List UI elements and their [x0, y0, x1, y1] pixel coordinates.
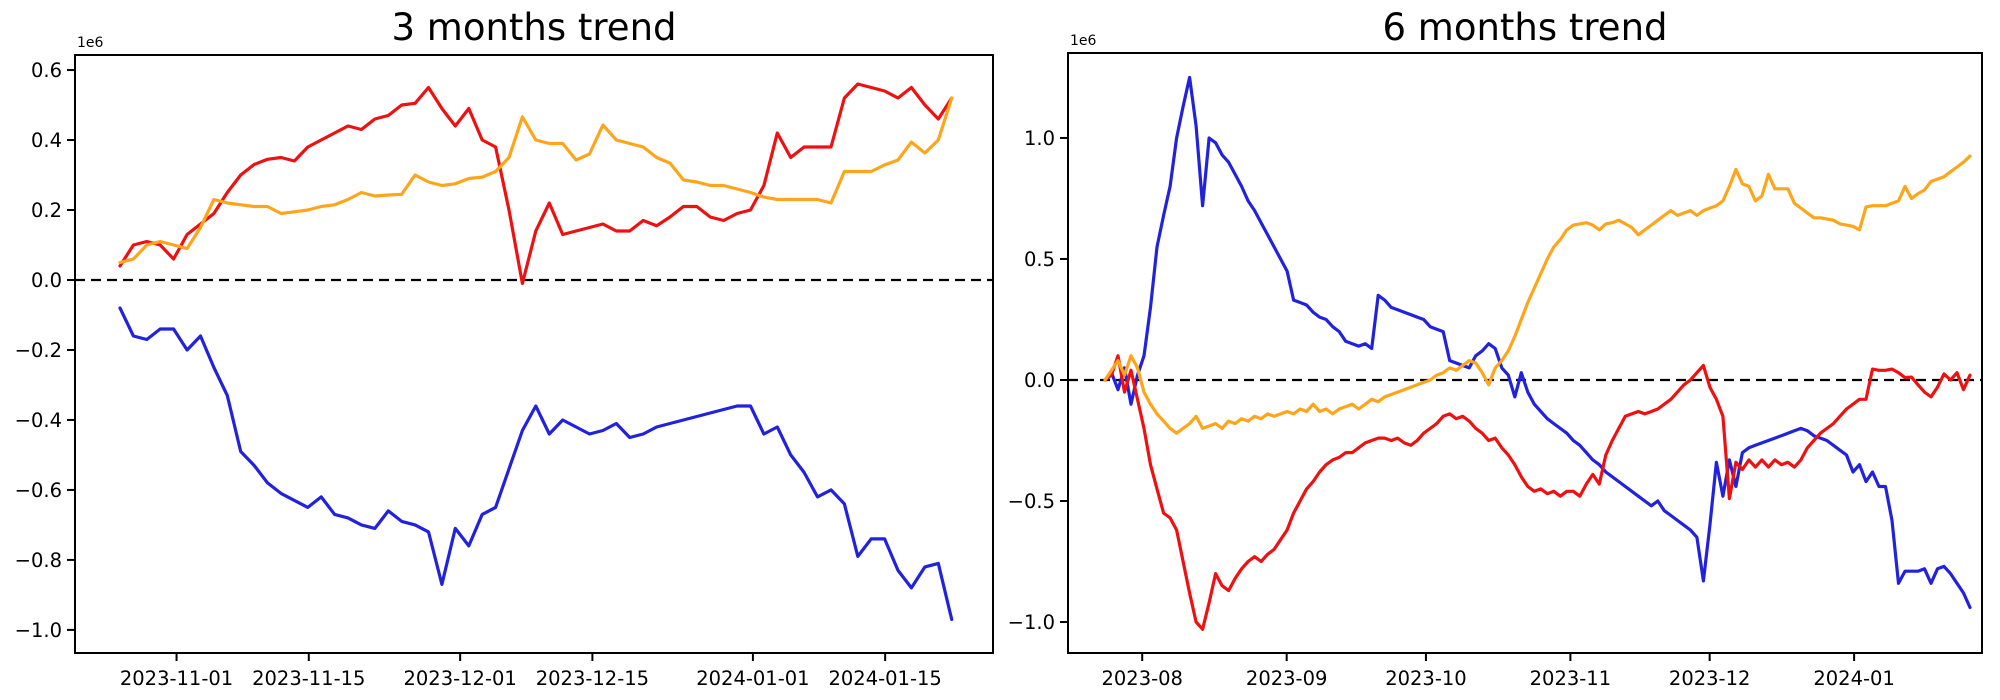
axes-border	[74, 54, 994, 654]
axes-border	[1067, 52, 1983, 654]
series-line-orange	[1103, 154, 1972, 435]
y-tick-label: 0.0	[1024, 369, 1055, 392]
y-tick-label: 0.0	[31, 269, 62, 292]
axis-scale-offset-label: 1e6	[1070, 33, 1097, 49]
x-tick-label: 2023-11-01	[120, 667, 233, 690]
y-tick-label: 0.5	[1024, 248, 1055, 271]
chart-3-months-panel: 0.6 0.4 0.2 0.0 −0.2 −0.4 −0.6 −0.8 −1.0 2023-11-…	[15, 6, 994, 690]
chart-title-6-months: 6 months trend	[1382, 6, 1668, 49]
y-tick-label: −1.0	[1008, 611, 1055, 634]
y-tick-label: 1.0	[1024, 127, 1055, 150]
y-tick-label: 0.2	[31, 199, 62, 222]
x-tick-label: 2023-08	[1101, 667, 1182, 690]
x-tick-label: 2023-11-15	[252, 667, 365, 690]
y-tick-label: −1.0	[15, 619, 62, 642]
y-tick-label: −0.6	[15, 479, 62, 502]
x-tick-label: 2023-09	[1246, 667, 1327, 690]
x-tick-label: 2023-12-01	[403, 667, 516, 690]
y-tick-label: 0.4	[31, 129, 62, 152]
x-tick-label: 2023-12-15	[536, 667, 649, 690]
chart-6-months-plot: 1.0 0.5 0.0 −0.5 −1.0 2023-08 2023-09 2023-10 20…	[1008, 33, 1983, 690]
series-line-red	[1103, 354, 1972, 631]
x-tick-label: 2024-01-01	[696, 667, 809, 690]
chart-3-months-plot: 0.6 0.4 0.2 0.0 −0.2 −0.4 −0.6 −0.8 −1.0 2023-11-…	[15, 35, 994, 690]
axis-scale-offset-label: 1e6	[77, 35, 104, 51]
series-line-orange	[118, 96, 954, 265]
series-line-blue	[1103, 75, 1972, 610]
y-tick-label: −0.8	[15, 549, 62, 572]
x-tick-label: 2023-12	[1669, 667, 1750, 690]
series-line-red	[118, 82, 954, 286]
x-tick-label: 2024-01-15	[828, 667, 941, 690]
x-tick-label: 2023-11	[1530, 667, 1611, 690]
series-line-blue	[118, 306, 954, 622]
y-tick-label: −0.4	[15, 409, 62, 432]
chart-title-3-months: 3 months trend	[391, 6, 677, 49]
chart-6-months-panel: 1.0 0.5 0.0 −0.5 −1.0 2023-08 2023-09 2023-10 20…	[1000, 0, 2000, 700]
x-tick-label: 2023-10	[1385, 667, 1466, 690]
x-tick-label: 2024-01	[1813, 667, 1894, 690]
y-tick-label: −0.5	[1008, 490, 1055, 513]
y-tick-label: 0.6	[31, 59, 62, 82]
y-tick-label: −0.2	[15, 339, 62, 362]
